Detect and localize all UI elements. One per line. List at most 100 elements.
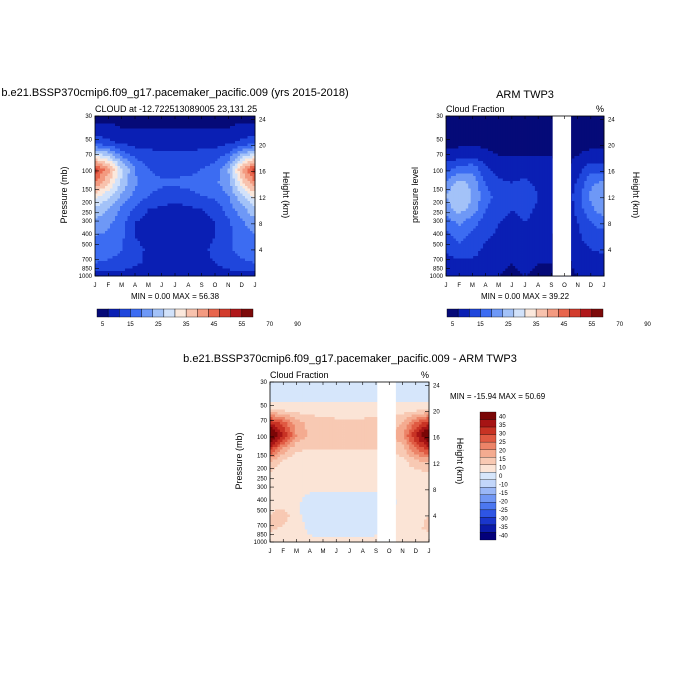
heatmap-cell <box>217 168 221 172</box>
heatmap-cell <box>190 158 193 162</box>
heatmap-cell <box>576 126 580 129</box>
month-tick-label: A <box>133 283 137 289</box>
heatmap-cell <box>110 268 113 272</box>
heatmap-cell <box>460 118 464 122</box>
heatmap-cell <box>235 243 238 247</box>
heatmap-cell <box>507 126 511 129</box>
heatmap-cell <box>117 151 121 154</box>
heatmap-cell <box>594 136 597 139</box>
heatmap-cell <box>140 243 143 247</box>
heatmap-cell <box>215 211 218 214</box>
heatmap-cell <box>495 143 499 147</box>
heatmap-cell <box>247 183 251 187</box>
heatmap-cell <box>495 141 499 144</box>
heatmap-cell <box>237 116 241 119</box>
heatmap-cell <box>483 116 486 119</box>
heatmap-cell <box>571 141 575 144</box>
heatmap-cell <box>240 238 243 242</box>
heatmap-cell <box>177 271 181 274</box>
heatmap-cell <box>125 133 128 137</box>
heatmap-cell <box>125 218 128 222</box>
heatmap-cell <box>522 116 526 119</box>
heatmap-cell <box>132 216 136 219</box>
heatmap-cell <box>140 273 143 277</box>
heatmap-cell <box>197 213 201 217</box>
heatmap-cell <box>591 136 595 139</box>
heatmap-cell <box>458 118 462 122</box>
heatmap-cell <box>150 146 153 149</box>
heatmap-cell <box>232 208 236 212</box>
heatmap-cell <box>180 116 183 119</box>
heatmap-cell <box>155 178 158 182</box>
heatmap-cell <box>240 256 243 259</box>
heatmap-cell <box>187 188 191 192</box>
heatmap-cell <box>147 238 151 242</box>
heatmap-cell <box>247 226 251 229</box>
heatmap-cell <box>197 233 201 237</box>
heatmap-cell <box>240 253 243 257</box>
heatmap-cell <box>147 213 151 217</box>
heatmap-cell <box>147 243 151 247</box>
heatmap-cell <box>210 158 213 162</box>
heatmap-cell <box>115 173 118 177</box>
heatmap-cell <box>215 241 218 244</box>
heatmap-cell <box>468 138 472 142</box>
heatmap-cell <box>242 261 246 264</box>
heatmap-cell <box>217 198 221 202</box>
heatmap-cell <box>95 118 98 122</box>
heatmap-cell <box>115 118 118 122</box>
heatmap-cell <box>480 118 484 122</box>
heatmap-cell <box>105 191 108 194</box>
heatmap-cell <box>250 168 253 172</box>
heatmap-cell <box>187 141 191 144</box>
heatmap-cell <box>212 203 216 207</box>
heatmap-cell <box>252 228 256 232</box>
heatmap-cell <box>165 256 168 259</box>
heatmap-cell <box>448 126 452 129</box>
heatmap-cell <box>222 273 226 277</box>
heatmap-cell <box>455 133 459 137</box>
heatmap-cell <box>212 206 216 209</box>
heatmap-cell <box>245 158 248 162</box>
colorbar-swatch <box>197 308 209 318</box>
heatmap-cell <box>182 176 186 179</box>
heatmap-cell <box>180 211 183 214</box>
heatmap-cell <box>529 133 533 137</box>
heatmap-cell <box>212 148 216 152</box>
heatmap-cell <box>212 158 216 162</box>
heatmap-cell <box>455 146 459 149</box>
heatmap-cell <box>192 266 196 269</box>
heatmap-cell <box>200 216 203 219</box>
heatmap-cell <box>97 128 101 132</box>
heatmap-cell <box>170 168 173 172</box>
heatmap-cell <box>222 196 226 199</box>
heatmap-cell <box>157 178 161 182</box>
heatmap-cell <box>145 168 148 172</box>
heatmap-cell <box>200 128 203 132</box>
heatmap-cell <box>147 128 151 132</box>
heatmap-cell <box>125 271 128 274</box>
heatmap-cell <box>150 143 153 147</box>
heatmap-cell <box>222 233 226 237</box>
heatmap-cell <box>147 253 151 257</box>
heatmap-cell <box>250 183 253 187</box>
heatmap-cell <box>542 143 546 147</box>
heatmap-cell <box>217 116 221 119</box>
heatmap-cell <box>150 243 153 247</box>
heatmap-cell <box>190 201 193 204</box>
heatmap-cell <box>579 138 583 142</box>
heatmap-cell <box>142 263 146 267</box>
heatmap-cell <box>235 136 238 139</box>
heatmap-cell <box>132 176 136 179</box>
heatmap-cell <box>589 141 593 144</box>
heatmap-cell <box>215 156 218 159</box>
heatmap-cell <box>145 153 148 157</box>
heatmap-cell <box>117 183 121 187</box>
heatmap-cell <box>227 146 231 149</box>
heatmap-cell <box>222 171 226 174</box>
heatmap-cell <box>155 273 158 277</box>
heatmap-cell <box>97 186 101 189</box>
heatmap-cell <box>140 181 143 184</box>
heatmap-cell <box>190 133 193 137</box>
heatmap-cell <box>157 211 161 214</box>
